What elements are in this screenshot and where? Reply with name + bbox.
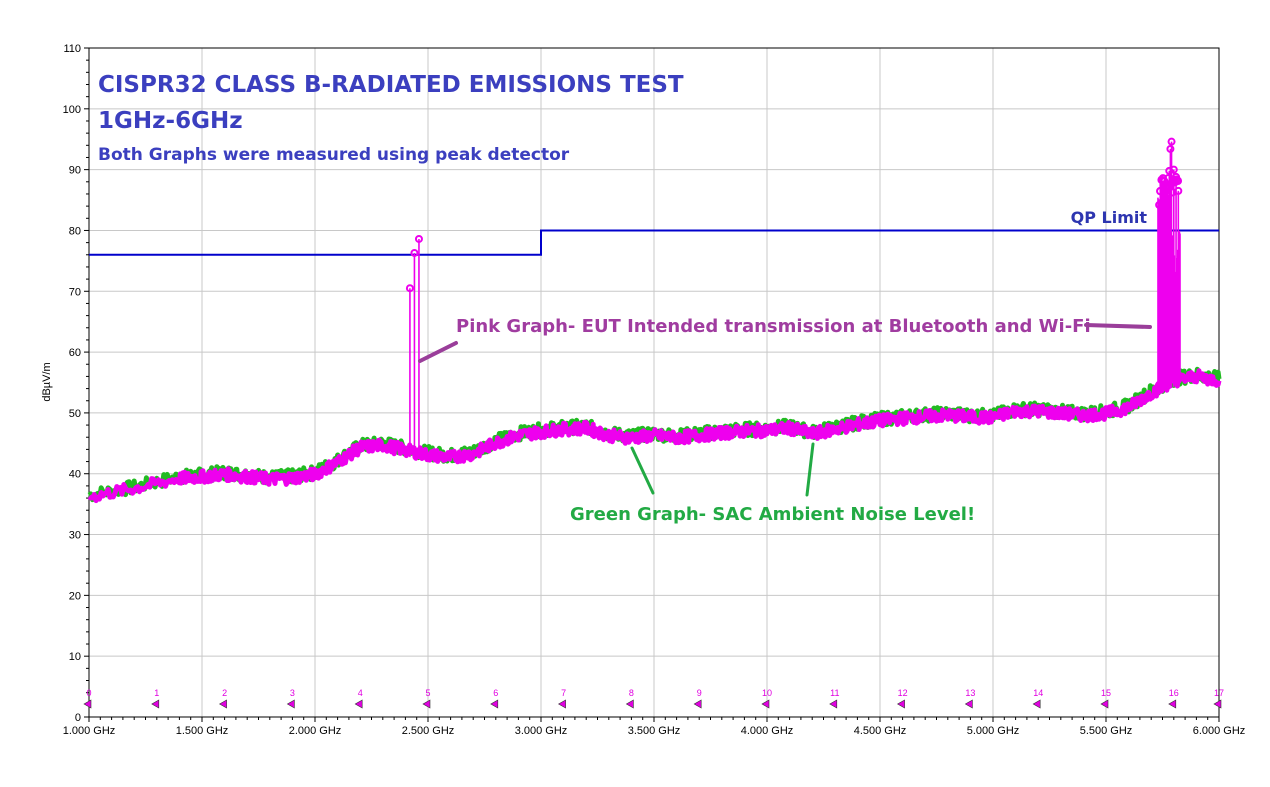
- series-qp-limit: [89, 229, 1219, 256]
- y-tick-label: 10: [69, 651, 81, 663]
- marker-label: 14: [1033, 688, 1043, 698]
- marker-arrow: [964, 699, 973, 709]
- peak-cluster-marker: [1168, 188, 1177, 197]
- y-tick-label: 80: [69, 225, 81, 237]
- marker-label: 12: [898, 688, 908, 698]
- marker-label: 8: [629, 688, 634, 698]
- y-tick-label: 100: [63, 104, 81, 116]
- marker-arrow: [761, 699, 770, 709]
- markers-layer: 0 1 2 3 4 5 6 7 8 9 10 11 12 13 14 15 16 17: [83, 688, 1224, 709]
- marker-label: 6: [493, 688, 498, 698]
- marker-label: 11: [830, 688, 839, 698]
- arrow-pink-right: [1084, 323, 1152, 329]
- series-layer: [87, 229, 1222, 504]
- x-tick-label: 4.000 GHz: [741, 725, 794, 737]
- marker-arrow: [625, 699, 634, 709]
- marker-label: 1: [154, 688, 159, 698]
- x-tick-label: 6.000 GHz: [1193, 725, 1246, 737]
- peak-cluster-marker: [1172, 175, 1181, 184]
- marker-arrow: [1032, 699, 1041, 709]
- arrow-green-left: [630, 446, 655, 495]
- y-tick-label: 60: [69, 347, 81, 359]
- marker-label: 17: [1214, 688, 1224, 698]
- peak-marker: [1166, 144, 1175, 153]
- marker-label: 15: [1101, 688, 1111, 698]
- marker-arrow: [896, 699, 905, 709]
- marker-arrow: [422, 699, 431, 709]
- marker-label: 2: [222, 688, 227, 698]
- peak-marker: [414, 234, 423, 243]
- peak-marker: [1167, 137, 1176, 146]
- marker-label: 3: [290, 688, 295, 698]
- marker-arrow: [83, 699, 92, 709]
- marker-label: 10: [762, 688, 772, 698]
- marker-label: 5: [425, 688, 430, 698]
- marker-arrow: [1213, 699, 1222, 709]
- y-axis-label: dBµV/m: [41, 362, 53, 401]
- peaks-layer: [405, 137, 1183, 460]
- peak-marker: [410, 248, 419, 257]
- peak-cluster-marker: [1173, 176, 1183, 186]
- y-tick-label: 110: [63, 43, 81, 55]
- marker-arrow: [490, 699, 499, 709]
- chart-note: Both Graphs were measured using peak det…: [98, 145, 570, 165]
- y-tick-label: 0: [75, 712, 81, 724]
- marker-arrow: [354, 699, 363, 709]
- peak-marker: [1169, 165, 1178, 174]
- x-tick-label: 2.000 GHz: [289, 725, 342, 737]
- marker-arrow: [151, 699, 160, 709]
- marker-label: 4: [358, 688, 363, 698]
- y-tick-label: 20: [69, 590, 81, 602]
- y-tick-label: 50: [69, 408, 81, 420]
- peak-marker: [405, 284, 414, 293]
- marker-arrow: [286, 699, 295, 709]
- marker-arrow: [1168, 699, 1177, 709]
- annotation-green: Green Graph- SAC Ambient Noise Level!: [570, 504, 975, 525]
- grid: [89, 48, 1219, 717]
- marker-arrow: [218, 699, 227, 709]
- marker-arrow: [1100, 699, 1109, 709]
- annotation-pink: Pink Graph- EUT Intended transmission at…: [456, 316, 1091, 337]
- x-tick-label: 5.500 GHz: [1080, 725, 1133, 737]
- y-tick-label: 70: [69, 286, 81, 298]
- x-tick-label: 4.500 GHz: [854, 725, 907, 737]
- marker-arrow: [693, 699, 702, 709]
- y-tick-label: 40: [69, 469, 81, 481]
- y-axis-ticks: 0 10 20 30 40 50 60 70 80 90 100 110: [63, 43, 89, 724]
- marker-label: 16: [1169, 688, 1179, 698]
- x-tick-label: 3.000 GHz: [515, 725, 568, 737]
- y-tick-label: 30: [69, 530, 81, 542]
- arrow-green-right: [805, 442, 815, 497]
- x-tick-label: 2.500 GHz: [402, 725, 455, 737]
- marker-arrow: [557, 699, 566, 709]
- y-tick-label: 90: [69, 165, 81, 177]
- chart-title: CISPR32 CLASS B-RADIATED EMISSIONS TEST: [98, 72, 684, 98]
- x-axis-ticks: 1.000 GHz 1.500 GHz 2.000 GHz 2.500 GHz 3.00…: [63, 717, 1246, 737]
- marker-label: 13: [965, 688, 975, 698]
- annotation-limit: QP Limit: [1071, 208, 1148, 227]
- series-eut-emission: [87, 368, 1222, 504]
- marker-arrow: [829, 699, 838, 709]
- x-tick-label: 5.000 GHz: [967, 725, 1020, 737]
- marker-label: 0: [86, 688, 91, 698]
- marker-label: 7: [561, 688, 566, 698]
- arrow-pink-left: [418, 341, 458, 363]
- marker-label: 9: [697, 688, 702, 698]
- x-tick-label: 1.000 GHz: [63, 725, 116, 737]
- chart-subtitle: 1GHz-6GHz: [98, 108, 243, 134]
- x-tick-label: 3.500 GHz: [628, 725, 681, 737]
- x-tick-label: 1.500 GHz: [176, 725, 229, 737]
